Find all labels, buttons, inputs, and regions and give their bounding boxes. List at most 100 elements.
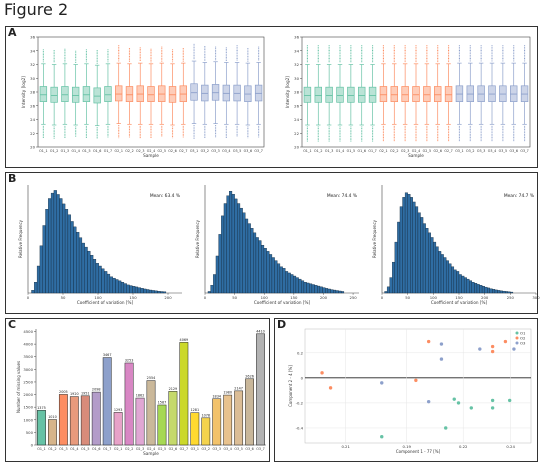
x-tick-label: 150 <box>455 295 463 300</box>
histogram-bar <box>137 287 141 294</box>
mean-annotation: Mean: 74.4 % <box>327 193 357 199</box>
y-tick-label: 0 <box>31 443 34 448</box>
histogram-bar <box>154 290 158 294</box>
pca-point <box>426 399 431 404</box>
histogram-bar <box>435 246 439 294</box>
y-tick-label: 30 <box>294 76 299 81</box>
histogram-bar <box>207 291 211 294</box>
y-tick-label: 20 <box>294 145 299 150</box>
pca-point <box>380 381 384 385</box>
panel-label-a: A <box>8 26 17 39</box>
y-tick-label: 24 <box>294 117 299 122</box>
x-tick-label: O3_6 <box>509 149 517 153</box>
histogram-bar <box>287 272 291 294</box>
x-tick-label: O1_2 <box>50 149 58 153</box>
histogram-bar <box>56 194 60 294</box>
y-tick-label: 4500 <box>23 329 33 334</box>
x-tick-label: O1_7 <box>103 447 111 451</box>
y-tick-label: 30 <box>30 76 35 81</box>
histogram-bar <box>81 242 85 294</box>
x-tick-label: O3_1 <box>190 149 198 153</box>
histogram-bar <box>221 215 225 294</box>
x-tick-label: O1_3 <box>325 149 333 153</box>
bar-value-label: 1862 <box>136 394 145 398</box>
pca-point <box>414 378 418 383</box>
pca-point <box>439 342 444 346</box>
y-tick-label: 4000 <box>23 342 33 347</box>
histogram-bar <box>239 207 243 294</box>
x-tick-label: O1_2 <box>314 149 322 153</box>
bar-value-label: 1980 <box>223 391 232 395</box>
histogram-bar <box>317 285 321 294</box>
x-tick-label: 250 <box>349 295 357 300</box>
histogram-bar <box>502 290 506 294</box>
x-tick-label: O3_3 <box>211 149 219 153</box>
x-tick-label: O2_7 <box>444 149 452 153</box>
legend-label: O1 <box>520 330 526 335</box>
box-iqr <box>433 86 442 102</box>
histogram-bar <box>479 285 483 294</box>
x-tick-label: O1_5 <box>82 149 90 153</box>
x-axis-label: Component 1 - 77 [%] <box>396 449 441 454</box>
y-axis-label: Relative Frequency <box>195 219 200 258</box>
missing-values-bar <box>168 391 178 446</box>
x-tick-label: O3_6 <box>244 149 252 153</box>
histogram-bar <box>303 282 307 294</box>
histogram-bar <box>325 288 329 294</box>
histogram-bar <box>327 288 331 294</box>
x-tick-label: O2_3 <box>136 149 144 153</box>
missing-values-bar <box>58 394 68 446</box>
histogram-bar <box>255 237 259 294</box>
x-tick-label: 0 <box>27 295 30 300</box>
histogram-bar <box>234 198 238 294</box>
histogram-bar <box>215 255 219 294</box>
figure-title: Figure 2 <box>4 0 69 19</box>
histogram-bar <box>487 287 490 294</box>
y-tick-label: 22 <box>294 131 299 136</box>
x-tick-label: 300 <box>532 295 540 300</box>
histogram-bar <box>266 251 270 294</box>
histogram-bar <box>466 278 470 294</box>
y-tick-label: -0.4 <box>296 425 304 430</box>
histogram-bar <box>510 291 514 294</box>
box-iqr <box>325 86 333 103</box>
x-tick-label: 100 <box>261 295 269 300</box>
legend-marker <box>515 331 519 335</box>
legend-label: O3 <box>520 340 526 345</box>
pca-point <box>478 347 482 351</box>
bar-value-label: 2626 <box>245 374 254 378</box>
y-tick-label: 32 <box>294 62 299 67</box>
histogram-bar <box>242 212 246 294</box>
histogram-bar <box>494 289 498 294</box>
x-tick-label: O2_4 <box>147 447 155 451</box>
histogram-bar <box>469 280 473 294</box>
mean-annotation: Mean: 74.7 % <box>504 193 534 199</box>
histogram-bar <box>101 268 105 294</box>
histogram-bar <box>428 232 431 294</box>
x-tick-label: O3_4 <box>223 447 231 451</box>
bar-value-label: 1587 <box>158 400 167 404</box>
y-tick-label: 32 <box>30 62 35 67</box>
histogram-bar <box>461 275 465 294</box>
x-tick-label: O2_3 <box>401 149 409 153</box>
histogram-bar <box>223 203 227 294</box>
x-tick-label: O2_2 <box>125 149 133 153</box>
y-tick-label: 28 <box>30 90 35 95</box>
histogram-bar <box>210 285 214 294</box>
histogram-bar <box>151 290 155 294</box>
x-axis-label: Coefficient of variation [%] <box>254 300 311 305</box>
x-tick-label: O2_4 <box>147 149 155 153</box>
histogram-bar <box>404 192 408 294</box>
histogram-bar <box>76 232 80 294</box>
bar-value-label: 2554 <box>147 376 156 380</box>
histogram-bar <box>146 289 150 294</box>
histogram-bar <box>231 194 235 294</box>
x-tick-label: 50 <box>61 295 66 300</box>
y-tick-label: 34 <box>30 48 35 53</box>
histogram-bar <box>160 291 164 294</box>
y-tick-label: 26 <box>294 103 299 108</box>
histogram-bar <box>330 289 334 294</box>
x-tick-label: O2_6 <box>168 149 176 153</box>
histogram-bar <box>34 282 38 294</box>
